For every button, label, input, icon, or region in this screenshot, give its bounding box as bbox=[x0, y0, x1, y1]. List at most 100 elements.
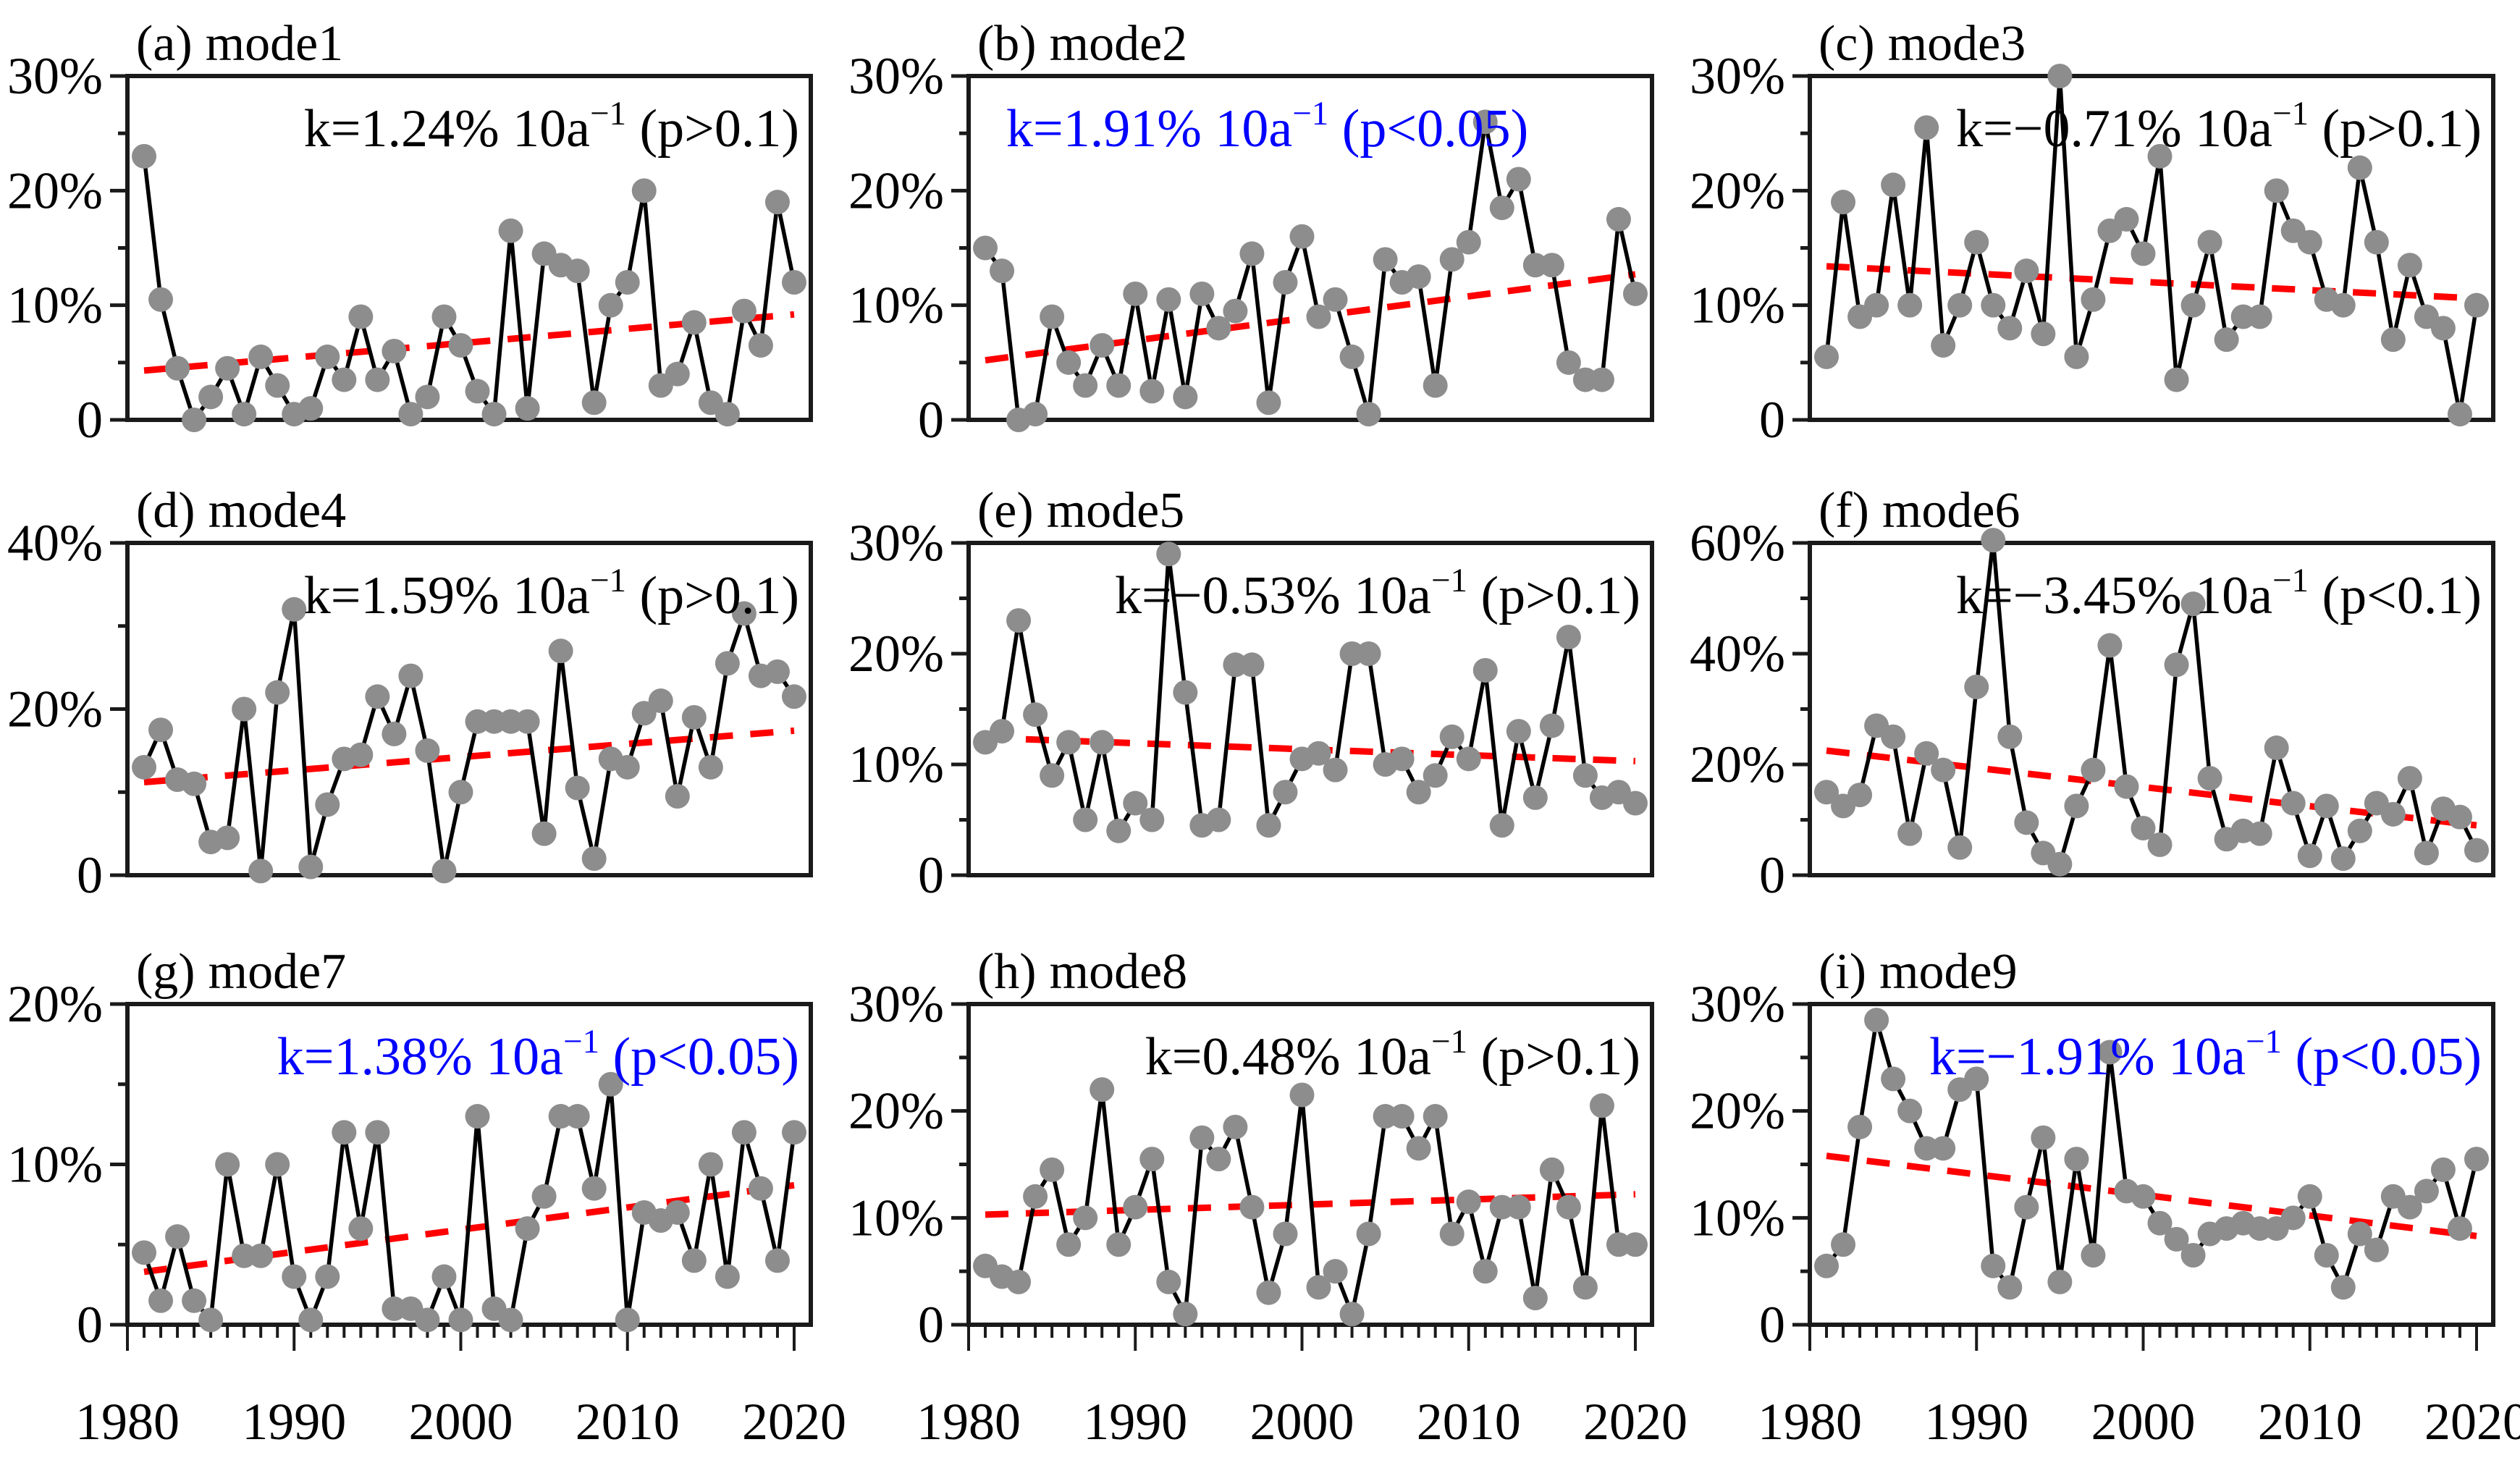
data-point bbox=[348, 304, 374, 329]
x-tick-label: 1980 bbox=[916, 1393, 1021, 1451]
data-point bbox=[1273, 270, 1298, 295]
data-point bbox=[2430, 316, 2456, 341]
panel-mode-name: mode1 bbox=[206, 16, 344, 72]
data-point bbox=[731, 298, 757, 324]
data-point bbox=[565, 1104, 590, 1129]
y-tick-label: 40% bbox=[1690, 625, 1785, 683]
annotation-p-text: (p<0.05) bbox=[1328, 99, 1528, 159]
data-point bbox=[415, 1307, 440, 1333]
data-point bbox=[665, 783, 690, 809]
data-point bbox=[1156, 1269, 1181, 1294]
data-point bbox=[2264, 735, 2289, 761]
annotation-p-text: (p>0.1) bbox=[626, 99, 799, 159]
annotation-k-text: k=−3.45% 10a bbox=[1956, 566, 2272, 625]
data-point bbox=[198, 1307, 224, 1333]
data-point bbox=[2380, 801, 2406, 827]
data-point bbox=[2197, 229, 2222, 255]
data-point bbox=[1456, 229, 1481, 255]
data-point bbox=[2047, 64, 2073, 88]
data-point bbox=[973, 235, 998, 261]
data-point bbox=[1881, 1066, 1906, 1092]
y-tick-label: 10% bbox=[7, 1136, 103, 1194]
annotation-superscript: −1 bbox=[590, 95, 626, 132]
data-point bbox=[1456, 1189, 1481, 1215]
panel-title: (h) mode8 bbox=[977, 944, 1187, 1000]
data-point bbox=[2131, 1184, 2156, 1209]
data-point bbox=[1306, 1275, 1331, 1300]
y-tick-label: 10% bbox=[1690, 277, 1785, 334]
annotation-superscript: −1 bbox=[2272, 562, 2309, 599]
data-point bbox=[2214, 327, 2239, 353]
data-point bbox=[182, 1288, 207, 1313]
data-point bbox=[2097, 633, 2123, 658]
data-point bbox=[1323, 1259, 1348, 1284]
data-point bbox=[2180, 591, 2206, 617]
data-point bbox=[1389, 1104, 1415, 1129]
trend-annotation: k=1.38% 10a−1 (p<0.05) bbox=[277, 1023, 799, 1087]
data-point bbox=[198, 384, 224, 410]
data-point bbox=[515, 1216, 540, 1241]
data-point bbox=[1506, 166, 1531, 192]
data-point bbox=[1189, 1125, 1215, 1150]
data-point bbox=[165, 355, 190, 381]
data-point bbox=[665, 1200, 690, 1225]
data-point bbox=[1964, 674, 1989, 699]
trend-annotation: k=−1.91% 10a−1 (p<0.05) bbox=[1929, 1023, 2482, 1087]
data-point bbox=[365, 367, 390, 392]
data-point bbox=[681, 1248, 707, 1273]
data-point bbox=[1256, 390, 1281, 416]
data-point bbox=[248, 344, 274, 369]
data-point bbox=[2247, 304, 2272, 329]
annotation-p-text: (p<0.05) bbox=[2282, 1027, 2482, 1087]
data-point bbox=[1090, 730, 1115, 755]
data-series-line bbox=[142, 156, 796, 422]
data-point bbox=[748, 333, 773, 358]
data-point bbox=[348, 742, 374, 767]
x-tick-label: 1980 bbox=[1758, 1393, 1862, 1451]
data-point bbox=[715, 1264, 740, 1289]
data-point bbox=[2380, 327, 2406, 353]
annotation-superscript: −1 bbox=[563, 1023, 599, 1061]
data-point bbox=[431, 1264, 457, 1289]
y-tick-label: 40% bbox=[7, 514, 103, 572]
data-point bbox=[1189, 281, 1215, 306]
data-point bbox=[1323, 757, 1348, 783]
y-tick-label: 30% bbox=[1690, 975, 1785, 1033]
data-point bbox=[1073, 373, 1098, 398]
data-point bbox=[631, 178, 657, 203]
y-tick-label: 0 bbox=[918, 1296, 944, 1354]
annotation-k-text: k=−0.53% 10a bbox=[1115, 566, 1431, 625]
data-point bbox=[498, 1307, 523, 1333]
data-point bbox=[2330, 292, 2356, 318]
data-point bbox=[1006, 608, 1032, 633]
panel-letter: (i) bbox=[1819, 944, 1866, 1000]
data-point bbox=[781, 684, 806, 709]
data-point bbox=[1931, 757, 1956, 783]
data-point bbox=[132, 1240, 157, 1265]
data-point bbox=[1864, 1008, 1889, 1033]
data-point bbox=[1556, 350, 1581, 375]
data-point bbox=[1423, 373, 1448, 398]
y-tick-label: 0 bbox=[77, 1296, 103, 1354]
data-point bbox=[1123, 790, 1148, 816]
data-point bbox=[2064, 793, 2089, 819]
data-point bbox=[1406, 1136, 1431, 1161]
data-point bbox=[1289, 224, 1315, 249]
data-point bbox=[1522, 1286, 1548, 1311]
x-tick-label: 1990 bbox=[1924, 1393, 2028, 1451]
data-point bbox=[781, 270, 806, 295]
annotation-k-text: k=1.38% 10a bbox=[277, 1027, 563, 1087]
data-point bbox=[2147, 1210, 2173, 1236]
data-point bbox=[990, 258, 1015, 284]
data-point bbox=[1273, 780, 1298, 805]
panel-title: (c) mode3 bbox=[1819, 16, 2026, 72]
data-point bbox=[1556, 1194, 1581, 1220]
data-point bbox=[1847, 1114, 1873, 1139]
annotation-k-text: k=1.59% 10a bbox=[304, 566, 590, 625]
data-point bbox=[1339, 1302, 1365, 1327]
data-point bbox=[681, 704, 707, 730]
annotation-superscript: −1 bbox=[1431, 1023, 1467, 1061]
data-point bbox=[2064, 1147, 2089, 1172]
